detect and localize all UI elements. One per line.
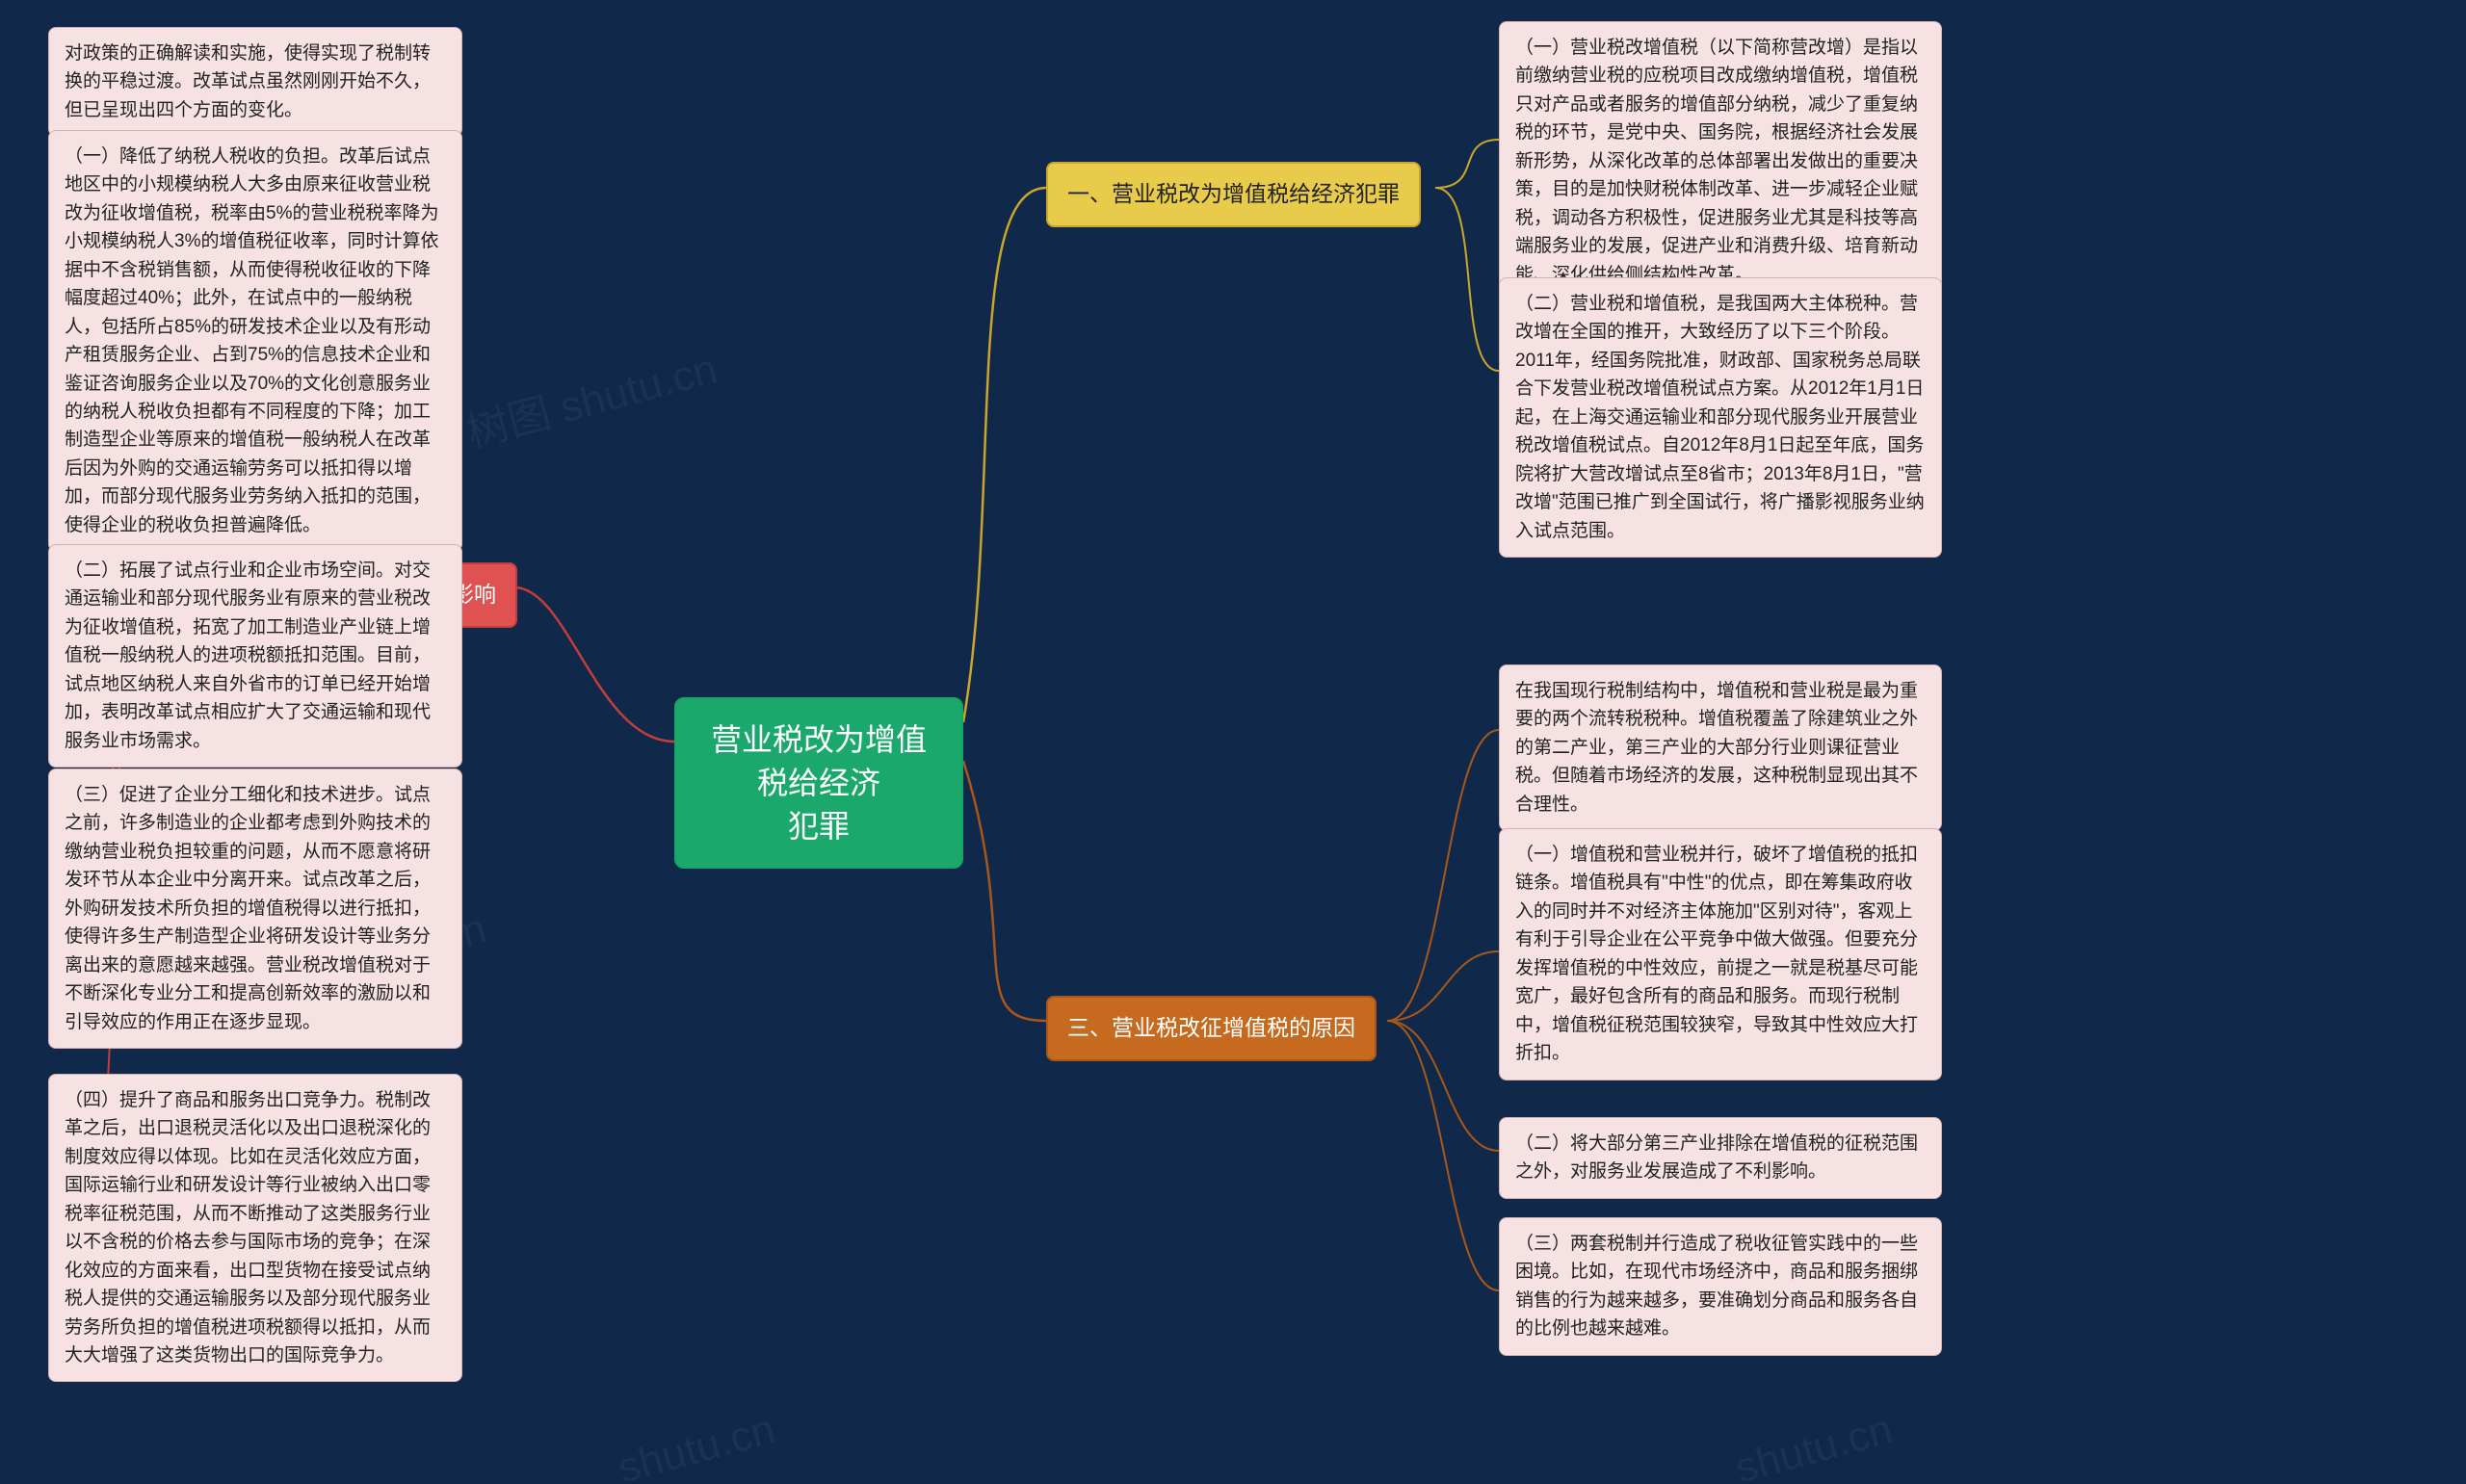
branch-2-leaf-3[interactable]: （二）拓展了试点行业和企业市场空间。对交通运输业和部分现代服务业有原来的营业税改… [48,544,462,768]
branch-1[interactable]: 一、营业税改为增值税给经济犯罪 [1046,162,1421,227]
watermark: shutu.cn [613,1405,780,1484]
branch-3-leaf-1[interactable]: 在我国现行税制结构中，增值税和营业税是最为重要的两个流转税税种。增值税覆盖了除建… [1499,664,1942,831]
center-title-line2: 犯罪 [788,809,850,844]
center-title-line1: 营业税改为增值税给经济 [711,722,927,800]
branch-2-leaf-4[interactable]: （三）促进了企业分工细化和技术进步。试点之前，许多制造业的企业都考虑到外购技术的… [48,768,462,1049]
branch-3-leaf-2[interactable]: （一）增值税和营业税并行，破坏了增值税的抵扣链条。增值税具有"中性"的优点，即在… [1499,828,1942,1080]
branch-3-leaf-4[interactable]: （三）两套税制并行造成了税收征管实践中的一些困境。比如，在现代市场经济中，商品和… [1499,1217,1942,1356]
center-node[interactable]: 营业税改为增值税给经济 犯罪 [674,697,963,869]
branch-3[interactable]: 三、营业税改征增值税的原因 [1046,996,1377,1061]
watermark: shutu.cn [1730,1405,1898,1484]
branch-3-leaf-3[interactable]: （二）将大部分第三产业排除在增值税的征税范围之外，对服务业发展造成了不利影响。 [1499,1117,1942,1199]
branch-2-leaf-5[interactable]: （四）提升了商品和服务出口竞争力。税制改革之后，出口退税灵活化以及出口退税深化的… [48,1074,462,1382]
branch-1-leaf-2[interactable]: （二）营业税和增值税，是我国两大主体税种。营改增在全国的推开，大致经历了以下三个… [1499,277,1942,558]
branch-1-leaf-1[interactable]: （一）营业税改增值税（以下简称营改增）是指以前缴纳营业税的应税项目改成缴纳增值税… [1499,21,1942,301]
branch-2-leaf-1[interactable]: 对政策的正确解读和实施，使得实现了税制转换的平稳过渡。改革试点虽然刚刚开始不久，… [48,27,462,137]
watermark: 树图 shutu.cn [459,334,722,460]
branch-2-leaf-2[interactable]: （一）降低了纳税人税收的负担。改革后试点地区中的小规模纳税人大多由原来征收营业税… [48,130,462,552]
